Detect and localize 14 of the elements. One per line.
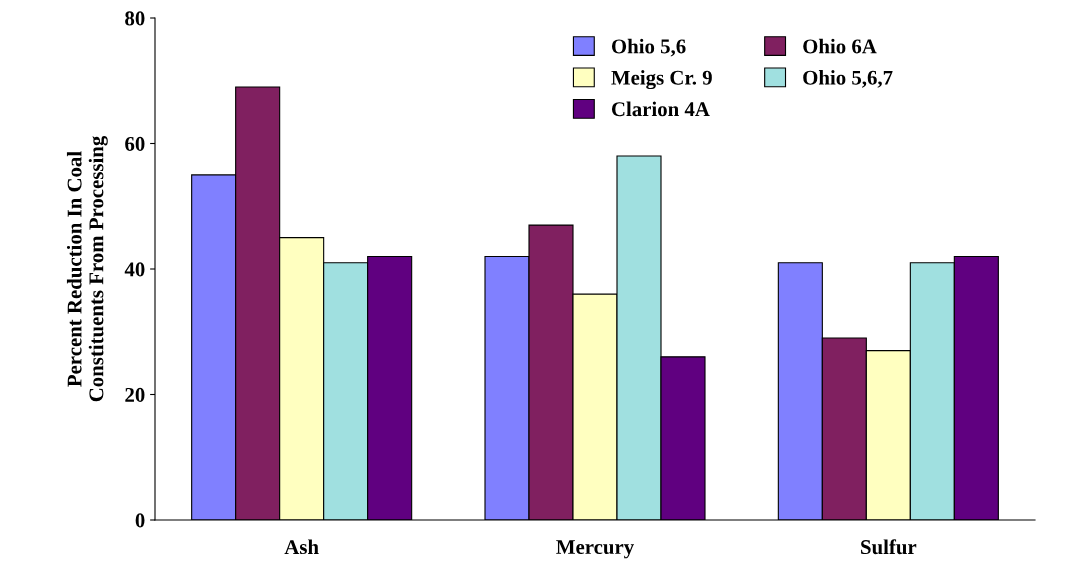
y-tick-label: 20	[125, 387, 145, 402]
y-axis-title: Percent Reduction In Coal Constituents From Processing	[66, 135, 108, 402]
y-tick-label: 0	[135, 513, 145, 528]
x-tick-label: Mercury	[556, 540, 634, 559]
x-tick-label: Ash	[284, 539, 319, 555]
legend-label: Ohio 5,6	[611, 38, 686, 57]
legend-label: Ohio 6A	[803, 38, 877, 54]
legend-label: Clarion 4A	[611, 101, 710, 117]
x-tick-label: Sulfur	[861, 539, 917, 555]
y-tick-label: 40	[124, 262, 145, 277]
legend-label: Meigs Cr. 9	[611, 70, 712, 90]
y-tick-label: 80	[125, 11, 145, 26]
legend-label: Ohio 5,6,7	[803, 70, 893, 88]
y-tick-label: 60	[125, 136, 145, 151]
